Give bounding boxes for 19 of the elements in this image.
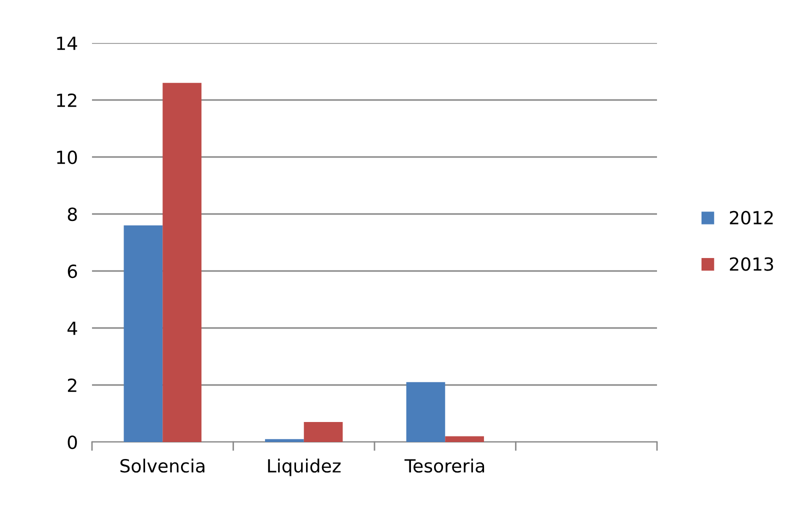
bar [124, 225, 163, 442]
x-tick-label: Solvencia [120, 458, 204, 473]
legend-label: 2012 [730, 210, 773, 225]
bar [406, 382, 446, 442]
y-tick-label: 6 [68, 264, 77, 278]
x-tick-label: Tesoreria [404, 458, 484, 473]
y-tick-label: 8 [68, 207, 77, 222]
y-tick-label: 4 [68, 322, 78, 335]
bar [445, 436, 484, 442]
y-tick-label: 14 [57, 36, 78, 50]
bar [162, 82, 202, 442]
bar [304, 422, 343, 442]
y-tick-label: 0 [68, 435, 77, 450]
legend-label: 2013 [730, 257, 774, 271]
y-tick-label: 12 [57, 93, 76, 107]
bar [265, 439, 304, 442]
y-tick-label: 10 [57, 150, 77, 164]
x-tick-label: Liquidez [268, 458, 341, 476]
y-tick-label: 2 [68, 378, 76, 392]
